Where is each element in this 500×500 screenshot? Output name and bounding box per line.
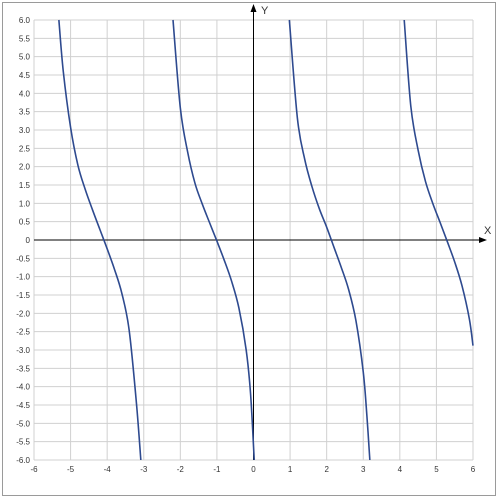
y-tick-label: -3.5	[16, 364, 30, 373]
series-curve-branch	[403, 19, 474, 346]
y-tick-label: -5.0	[16, 419, 30, 428]
y-tick-label: 6.0	[19, 16, 31, 25]
y-tick-label: 3.5	[19, 108, 31, 117]
x-tick-label: 3	[361, 465, 366, 474]
y-tick-label: 5.5	[19, 34, 31, 43]
y-tick-label: 0.5	[19, 218, 31, 227]
y-tick-label: 3.0	[19, 126, 31, 135]
x-tick-label: -4	[104, 465, 112, 474]
y-tick-label: 5.0	[19, 53, 31, 62]
y-tick-label: 4.5	[19, 71, 31, 80]
y-tick-label: -5.5	[16, 438, 30, 447]
x-tick-label: -1	[213, 465, 221, 474]
chart-frame: -6 -5 -4 -3 -2 -1 0 1 2 3 4 5 6 6.0 5.5 5.0 4.5 4.0 3.5 3.0…	[2, 2, 496, 496]
x-tick-label: -5	[67, 465, 75, 474]
y-tick-label: 1.5	[19, 181, 31, 190]
tick-labels: -6 -5 -4 -3 -2 -1 0 1 2 3 4 5 6 6.0 5.5 5.0 4.5 4.0 3.5 3.0…	[16, 16, 476, 474]
y-tick-label: -1.0	[16, 273, 30, 282]
y-tick-label: 4.0	[19, 89, 31, 98]
x-tick-label: 1	[288, 465, 293, 474]
x-tick-label: -6	[30, 465, 38, 474]
y-tick-label: 2.5	[19, 144, 31, 153]
curves	[58, 19, 474, 461]
y-tick-label: -6.0	[16, 456, 30, 465]
y-tick-label: -4.0	[16, 383, 30, 392]
y-tick-label: -2.0	[16, 309, 30, 318]
chart-svg: -6 -5 -4 -3 -2 -1 0 1 2 3 4 5 6 6.0 5.5 5.0 4.5 4.0 3.5 3.0…	[16, 4, 492, 474]
y-tick-label: -4.5	[16, 401, 30, 410]
x-tick-label: 4	[398, 465, 403, 474]
x-axis-label: X	[484, 225, 492, 237]
y-tick-label: 1.0	[19, 199, 31, 208]
x-tick-label: 0	[251, 465, 256, 474]
axes	[34, 4, 487, 460]
series-curve-branch	[58, 19, 142, 461]
x-tick-label: 2	[324, 465, 329, 474]
y-tick-label: -3.0	[16, 346, 30, 355]
series-curve-branch	[288, 19, 371, 461]
y-tick-label: -1.5	[16, 291, 30, 300]
x-tick-label: -2	[177, 465, 185, 474]
series-curve-branch	[172, 19, 256, 461]
y-tick-label: 2.0	[19, 163, 31, 172]
y-axis-label: Y	[261, 5, 269, 17]
x-axis-arrow-icon	[479, 237, 487, 243]
x-tick-label: 6	[471, 465, 476, 474]
y-tick-label: -2.5	[16, 328, 30, 337]
x-tick-label: -3	[140, 465, 148, 474]
x-tick-label: 5	[434, 465, 439, 474]
y-tick-label: -0.5	[16, 254, 30, 263]
y-axis-arrow-icon	[250, 4, 257, 12]
y-tick-label: 0	[26, 236, 31, 245]
